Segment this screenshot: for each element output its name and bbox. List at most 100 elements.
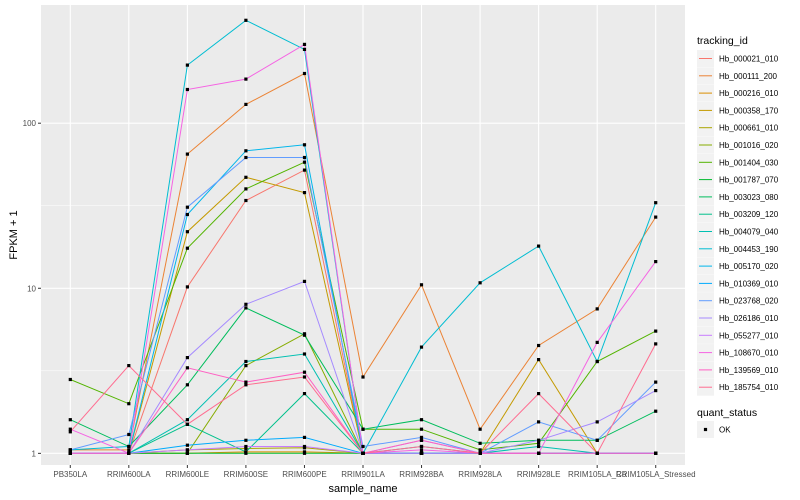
data-point	[185, 443, 189, 447]
data-point	[478, 441, 482, 445]
data-point	[185, 366, 189, 370]
data-point	[68, 430, 72, 434]
data-point	[478, 451, 482, 455]
data-point	[185, 422, 189, 426]
data-point	[361, 427, 365, 431]
data-point	[244, 18, 248, 22]
data-point	[127, 364, 131, 368]
data-point	[654, 342, 658, 346]
x-tick-label: RRIM600LE	[166, 470, 210, 479]
legend-label: Hb_000021_010	[719, 55, 779, 64]
data-point	[654, 329, 658, 333]
data-point	[361, 451, 365, 455]
x-tick-label: RRIM928LA	[458, 470, 502, 479]
data-point	[302, 143, 307, 147]
data-point	[537, 343, 541, 348]
legend-shape-entries: OK	[697, 421, 731, 438]
legend-label: Hb_108670_010	[719, 349, 779, 358]
data-point	[654, 215, 658, 219]
data-point	[68, 448, 72, 452]
data-point	[419, 438, 424, 442]
data-point	[419, 435, 424, 439]
data-point	[419, 418, 424, 422]
data-point	[478, 427, 482, 431]
data-point	[595, 340, 599, 344]
data-point	[244, 198, 248, 203]
data-point	[244, 364, 248, 368]
legend-label: Hb_139569_010	[719, 366, 779, 375]
legend-label: Hb_185754_010	[719, 383, 779, 392]
data-point	[185, 230, 189, 234]
data-point	[419, 448, 424, 452]
data-point	[185, 418, 189, 422]
x-axis-title: sample_name	[328, 483, 397, 495]
data-point	[302, 370, 307, 374]
data-point	[595, 359, 599, 364]
data-point	[419, 427, 424, 431]
data-point	[244, 155, 248, 160]
legend-label: Hb_026186_010	[719, 314, 779, 323]
data-point	[68, 427, 72, 431]
legend-title: tracking_id	[697, 35, 748, 47]
data-point	[654, 260, 658, 264]
data-point	[361, 375, 365, 379]
data-point	[361, 444, 365, 449]
data-point	[127, 444, 131, 449]
data-point	[244, 77, 248, 81]
legend-label: Hb_003023_080	[719, 193, 779, 202]
data-point	[244, 444, 248, 449]
data-point	[654, 201, 658, 205]
points-layer	[68, 18, 658, 455]
legend-shape-label: OK	[719, 426, 731, 435]
data-point	[185, 205, 189, 209]
legend-label: Hb_055277_010	[719, 331, 779, 340]
data-point	[419, 345, 424, 349]
data-point	[302, 392, 307, 396]
data-point	[302, 42, 307, 46]
data-point	[654, 451, 658, 455]
data-point	[302, 191, 307, 195]
data-point	[302, 168, 307, 172]
data-point	[244, 438, 248, 442]
data-point	[419, 451, 424, 455]
data-point	[302, 451, 307, 455]
data-point	[185, 246, 189, 250]
data-point	[478, 448, 482, 452]
data-point	[595, 307, 599, 311]
legend-label: Hb_003209_120	[719, 210, 779, 219]
y-axis: 1 10 100	[23, 119, 41, 458]
legend-label: Hb_000111_200	[719, 72, 778, 81]
legend-label: Hb_004453_190	[719, 245, 779, 254]
data-point	[244, 306, 248, 310]
legend-label: Hb_001404_030	[719, 158, 779, 167]
data-point	[185, 356, 189, 360]
legend-label: Hb_010369_010	[719, 279, 779, 288]
data-point	[537, 420, 541, 424]
legend-label: Hb_005170_020	[719, 262, 779, 271]
x-tick-label: RRIM105LA_Co	[568, 470, 627, 479]
data-point	[244, 383, 248, 387]
data-point	[244, 450, 248, 454]
data-point	[302, 279, 307, 283]
x-tick-label: RRIM600SE	[224, 470, 268, 479]
data-point	[302, 352, 307, 356]
data-point	[127, 432, 131, 437]
data-point	[127, 451, 131, 455]
data-point	[595, 438, 599, 442]
data-point	[654, 389, 658, 393]
x-tick-label: RRIM600LA	[107, 470, 151, 479]
data-point	[537, 444, 541, 449]
data-point	[185, 285, 189, 289]
data-point	[654, 380, 658, 384]
data-point	[537, 441, 541, 445]
x-tick-label: RRIM600PE	[282, 470, 326, 479]
data-point	[185, 448, 189, 452]
data-point	[302, 435, 307, 439]
data-point	[302, 375, 307, 379]
data-point	[244, 187, 248, 191]
legend-label: Hb_000661_010	[719, 124, 779, 133]
data-point	[537, 438, 541, 442]
data-point	[185, 212, 189, 217]
y-axis-title: FPKM + 1	[8, 210, 20, 259]
x-tick-label: RRIM901LA	[341, 470, 385, 479]
